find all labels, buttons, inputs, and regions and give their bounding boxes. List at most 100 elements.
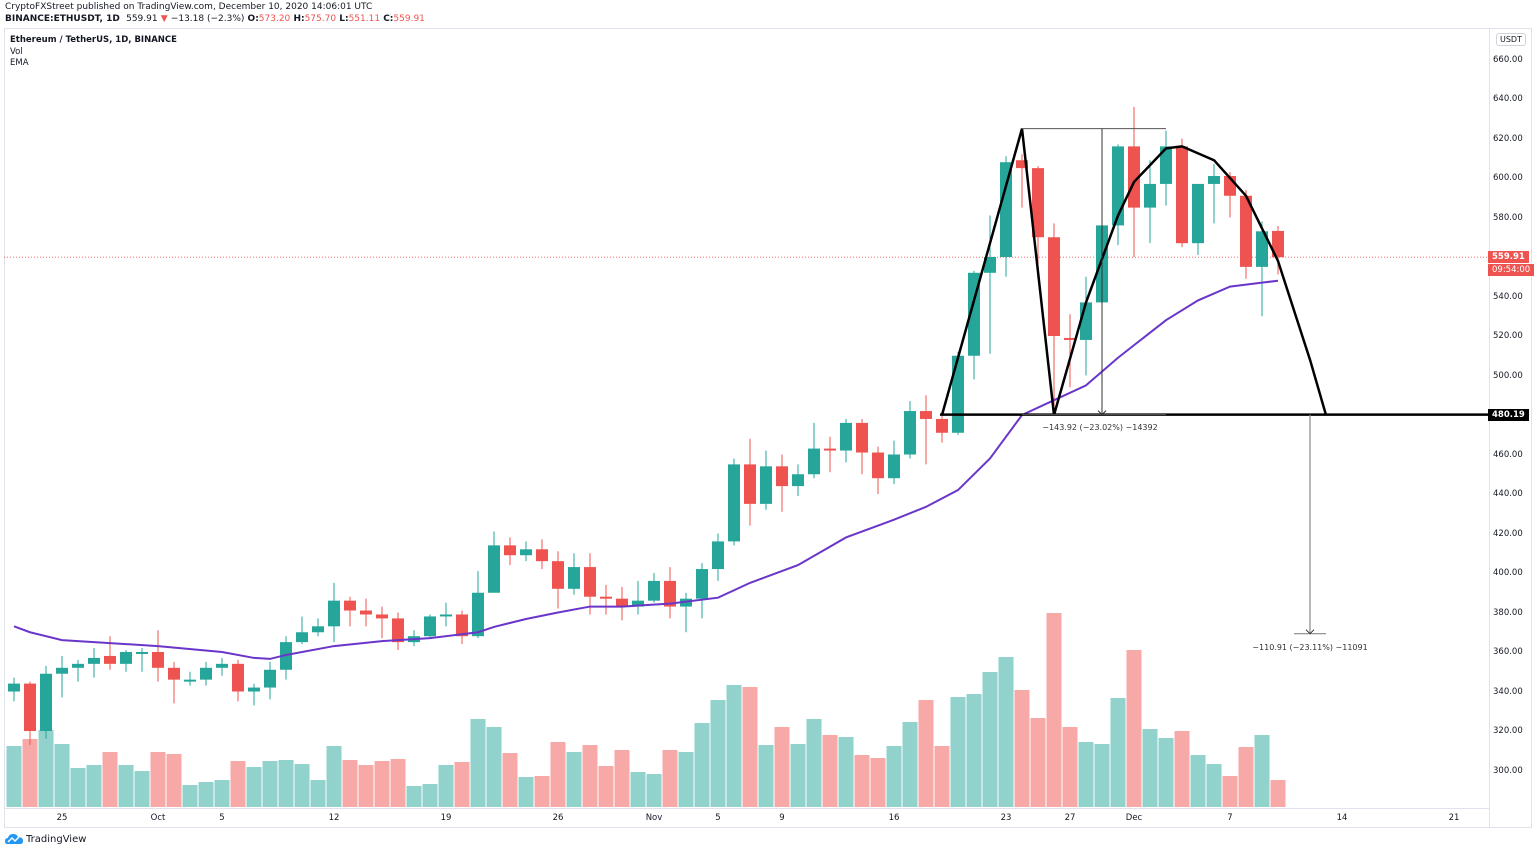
low-value: 551.11 <box>348 14 381 24</box>
volume-bar <box>678 752 694 807</box>
time-tick-label: 21 <box>1448 813 1460 823</box>
candle-body <box>824 448 836 451</box>
volume-bar <box>806 719 822 807</box>
volume-bar <box>582 745 598 807</box>
candle-body <box>920 411 932 419</box>
price-tick-label: 620.00 <box>1493 133 1523 144</box>
volume-bar <box>998 657 1014 807</box>
time-tick-label: 23 <box>1000 813 1012 823</box>
volume-bar <box>1222 776 1238 807</box>
candle-body <box>328 600 340 627</box>
volume-bar <box>598 766 614 807</box>
price-tick-label: 500.00 <box>1493 370 1523 381</box>
chart-frame <box>4 28 1532 828</box>
volume-bar <box>214 780 230 807</box>
volume-bar <box>1094 744 1110 807</box>
tradingview-logo[interactable]: TradingView <box>5 833 86 845</box>
volume-bar <box>454 762 470 807</box>
volume-bar <box>518 777 534 807</box>
volume-bar <box>118 765 134 807</box>
volume-bar <box>54 744 70 807</box>
volume-bar <box>230 761 246 807</box>
open-label: O: <box>247 14 259 24</box>
candle-body <box>360 610 372 615</box>
time-tick-label: 5 <box>219 813 225 823</box>
high-label: H: <box>293 14 305 24</box>
volume-bar <box>38 730 54 807</box>
candle-body <box>504 545 516 556</box>
volume-bar <box>374 761 390 807</box>
volume-bar <box>710 700 726 807</box>
measure-1-label: −143.92 (−23.02%) −14392 <box>1042 422 1158 432</box>
volume-bar <box>1046 613 1062 807</box>
candle-body <box>456 614 468 637</box>
candle-body <box>296 632 308 643</box>
candle-body <box>56 667 68 674</box>
volume-bar <box>358 765 374 807</box>
price-axis-divider <box>1489 28 1490 828</box>
volume-bar <box>1238 747 1254 807</box>
volume-bar <box>1126 650 1142 807</box>
candle-body <box>120 652 132 664</box>
volume-bar <box>566 752 582 807</box>
price-tick-label: 440.00 <box>1493 489 1523 499</box>
candle-body <box>248 687 260 692</box>
volume-bar <box>294 764 310 807</box>
time-tick-label: 26 <box>552 813 564 823</box>
candle-body <box>1256 231 1268 267</box>
last-price: 559.91 <box>126 14 158 24</box>
close-label: C: <box>383 14 394 24</box>
time-axis-divider <box>4 808 1489 809</box>
volume-bar <box>134 771 150 807</box>
legend-title[interactable]: Ethereum / TetherUS, 1D, BINANCE <box>10 35 177 45</box>
legend-ema[interactable]: EMA <box>10 58 29 68</box>
volume-bar <box>486 727 502 807</box>
volume-bar <box>166 754 182 807</box>
price-tick-label: 340.00 <box>1493 686 1523 697</box>
volume-bar <box>310 780 326 807</box>
volume-bar <box>422 784 438 807</box>
candle-body <box>392 618 404 643</box>
volume-bar <box>838 737 854 807</box>
volume-bar <box>950 697 966 807</box>
candle-body <box>440 614 452 617</box>
price-tick-label: 660.00 <box>1493 54 1523 65</box>
volume-bar <box>1142 729 1158 807</box>
legend-volume[interactable]: Vol <box>10 46 23 57</box>
candle-body <box>1000 162 1012 257</box>
low-label: L: <box>339 14 349 24</box>
volume-bar <box>550 742 566 807</box>
candle-body <box>632 600 644 607</box>
volume-bar <box>1190 755 1206 807</box>
candle-body <box>872 452 884 479</box>
candle-body <box>24 683 36 731</box>
time-tick-label: 16 <box>888 813 900 823</box>
time-tick-label: 5 <box>715 813 721 823</box>
volume-bar <box>982 672 998 807</box>
open-value: 573.20 <box>258 14 291 24</box>
arrow-head-icon <box>1305 629 1315 635</box>
candle-body <box>984 257 996 273</box>
price-tick-label: 420.00 <box>1493 528 1523 539</box>
candle-body <box>536 549 548 562</box>
candle-body <box>856 422 868 453</box>
candle-body <box>792 474 804 487</box>
time-tick-label: 7 <box>1227 813 1233 823</box>
candle-body <box>1144 183 1156 208</box>
candle-body <box>488 545 500 593</box>
legend: Ethereum / TetherUS, 1D, BINANCE Vol EMA <box>10 35 177 70</box>
price-tick-label: 380.00 <box>1493 607 1523 618</box>
current-price-tag: 559.91 <box>1488 251 1529 264</box>
volume-bar <box>934 746 950 807</box>
volume-bar <box>726 685 742 807</box>
volume-bar <box>1030 718 1046 807</box>
volume-bar <box>1206 764 1222 807</box>
volume-bar <box>86 765 102 807</box>
volume-bar <box>614 750 630 807</box>
currency-button[interactable]: USDT <box>1496 33 1526 46</box>
candle-body <box>216 663 228 668</box>
volume-bar <box>822 735 838 807</box>
price-tick-label: 320.00 <box>1493 726 1523 736</box>
candle-body <box>808 448 820 475</box>
